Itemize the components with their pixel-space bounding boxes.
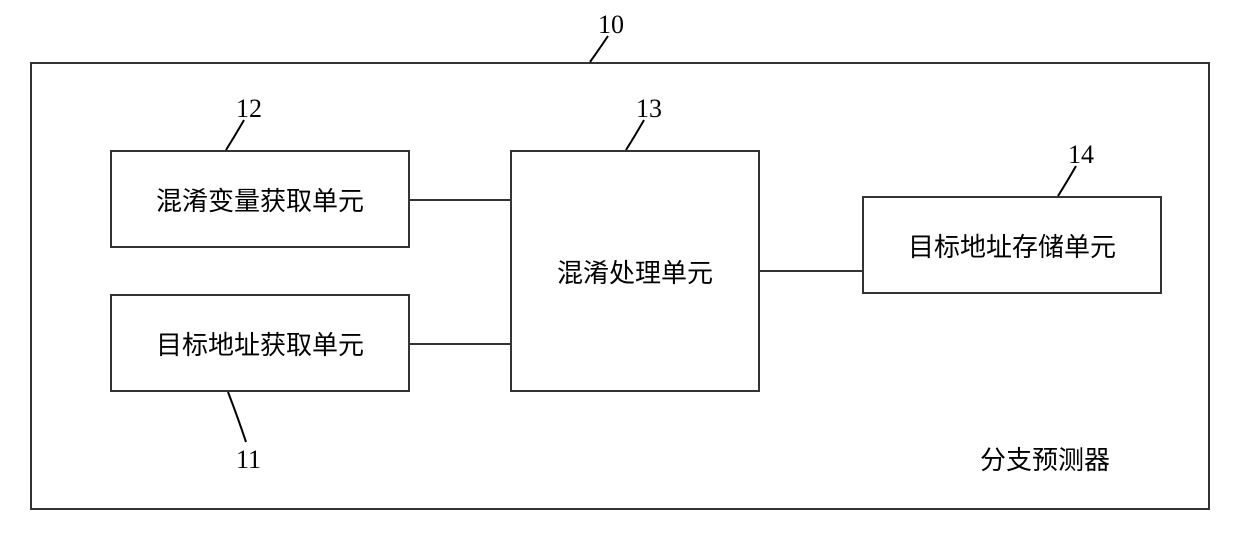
block-11-number-label: 11: [236, 445, 261, 475]
connector-line: [760, 270, 862, 272]
block-target-address-fetch-unit: 目标地址获取单元: [110, 294, 410, 392]
block-11-text: 目标地址获取单元: [156, 325, 364, 362]
block-14-number-label: 14: [1068, 140, 1094, 170]
diagram-canvas: 分支预测器 10 混淆变量获取单元 12 目标地址获取单元 11 混淆处理单元 …: [0, 0, 1240, 537]
connector-line: [410, 343, 510, 345]
block-14-text: 目标地址存储单元: [908, 227, 1116, 264]
outer-box-number-label: 10: [598, 10, 624, 40]
block-13-text: 混淆处理单元: [557, 253, 713, 290]
block-obfuscation-variable-fetch-unit: 混淆变量获取单元: [110, 150, 410, 248]
connector-line: [410, 199, 510, 201]
outer-box-caption: 分支预测器: [980, 440, 1110, 477]
block-obfuscation-processing-unit: 混淆处理单元: [510, 150, 760, 392]
block-target-address-storage-unit: 目标地址存储单元: [862, 196, 1162, 294]
block-12-text: 混淆变量获取单元: [156, 181, 364, 218]
block-12-number-label: 12: [236, 94, 262, 124]
block-13-number-label: 13: [636, 94, 662, 124]
